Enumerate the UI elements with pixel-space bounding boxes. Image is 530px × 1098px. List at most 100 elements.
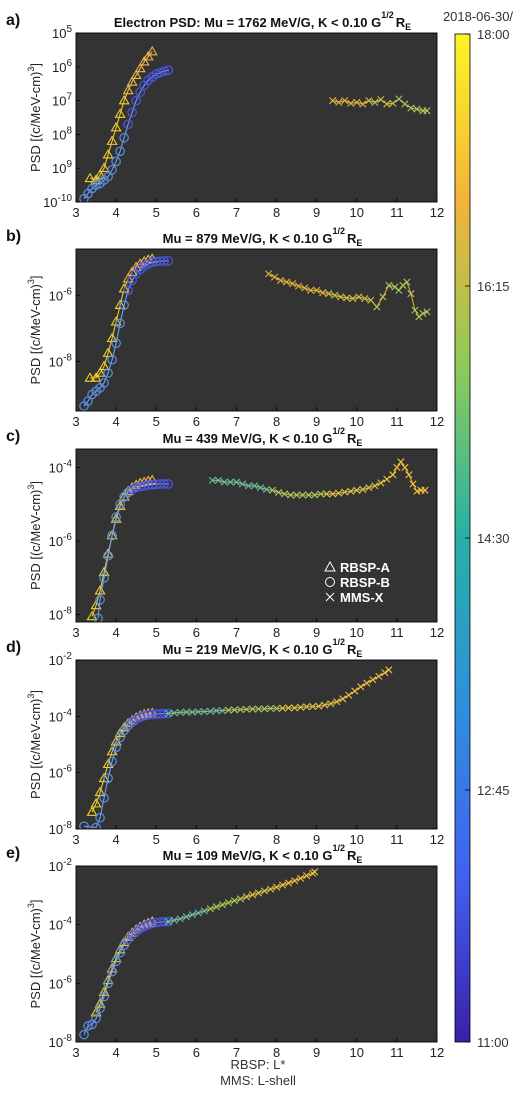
y-tick-base: 10: [52, 26, 66, 41]
x-tick-label: 3: [72, 414, 79, 429]
rbsp-b-point: [163, 479, 174, 489]
mms-x-point: [323, 490, 331, 498]
mms-x-point: [397, 458, 405, 466]
mms-x-point: [212, 707, 220, 715]
y-tick-label: 105: [52, 24, 72, 41]
mms-x-point: [170, 916, 178, 924]
mms-x-point: [224, 706, 233, 714]
mms-x-point: [335, 489, 343, 497]
rbsp-a-point: [84, 172, 96, 183]
plot-area: [76, 449, 437, 622]
mms-x-point: [407, 290, 415, 298]
y-tick-exponent: -2: [63, 651, 72, 662]
mms-x-point: [307, 286, 315, 294]
x-tick-label: 11: [390, 205, 404, 220]
mms-x-point: [317, 490, 325, 498]
colorbar-tick-label: 11:00: [477, 1035, 509, 1050]
rbsp-a-point: [98, 772, 110, 783]
y-tick-base: 10: [49, 653, 63, 668]
y-tick-base: 10: [49, 288, 63, 303]
mms-x-point: [341, 488, 349, 496]
mms-x-point: [250, 482, 259, 490]
mms-x-point: [232, 478, 241, 486]
y-tick-base: 10: [49, 918, 63, 933]
legend-cross-icon: [325, 592, 335, 602]
y-tick-base: 10: [49, 1035, 63, 1050]
mms-x-point: [359, 100, 367, 108]
y-axis-label-sup: 3: [26, 694, 36, 699]
rbsp-a-point: [130, 69, 142, 80]
mms-x-point: [297, 703, 305, 711]
y-axis-label-sup: 3: [26, 67, 36, 72]
mms-x-point: [291, 704, 299, 712]
x-tick-label: 5: [153, 414, 160, 429]
mms-x-point: [329, 97, 337, 105]
rbsp-b-point: [107, 530, 117, 541]
mms-x-point: [377, 95, 385, 104]
mms-x-point: [248, 891, 257, 899]
rbsp-b-point: [123, 285, 133, 296]
y-axis-label: PSD [(c/MeV-cm)3]: [26, 481, 43, 590]
y-tick-exponent: 9: [66, 159, 72, 170]
y-tick-label: 10-6: [49, 974, 73, 991]
mms-x-point: [377, 479, 385, 487]
x-tick-label: 10: [350, 414, 364, 429]
mms-x-point: [291, 877, 299, 885]
mms-x-point: [313, 286, 321, 294]
y-tick-exponent: -6: [63, 532, 72, 543]
mms-x-point: [285, 879, 293, 887]
mms-x-point: [383, 100, 391, 108]
y-tick-base: 10: [52, 127, 66, 142]
colorbar-tick-label: 16:15: [477, 279, 510, 294]
y-tick-label: 10-6: [49, 532, 73, 549]
panel-title-main: Electron PSD: Mu = 1762 MeV/G, K < 0.10 …: [114, 15, 381, 30]
y-tick-base: 10: [49, 859, 63, 874]
mms-x-point: [200, 907, 208, 915]
y-axis-label-end: ]: [28, 690, 43, 694]
panel-title: Mu = 109 MeV/G, K < 0.10 G1/2 RE: [163, 843, 363, 865]
x-tick-label: 9: [313, 832, 320, 847]
data-group: [79, 253, 431, 411]
rbsp-b-point: [163, 65, 174, 75]
y-tick-exponent: -8: [63, 606, 72, 617]
series-line-rbsp-b: [83, 260, 169, 407]
mms-x-point: [349, 295, 357, 303]
y-tick-label: 106: [52, 58, 72, 75]
y-tick-exponent: -4: [63, 707, 72, 718]
panel-letter: e): [6, 845, 20, 862]
panel-title-r: R: [396, 15, 406, 30]
rbsp-b-point: [111, 156, 121, 167]
y-axis-label: PSD [(c/MeV-cm)3]: [26, 63, 43, 172]
rbsp-a-point: [90, 599, 102, 610]
y-tick-exponent: -6: [63, 974, 72, 985]
mms-x-point: [379, 293, 387, 301]
plot-frame: [75, 248, 438, 412]
y-tick-exponent: 5: [66, 24, 72, 35]
mms-x-point: [419, 309, 427, 318]
x-tick-label: 9: [313, 1045, 320, 1060]
mms-x-point: [337, 293, 345, 301]
mms-x-point: [371, 482, 379, 490]
mms-x-point: [280, 490, 289, 498]
rbsp-a-point: [110, 513, 122, 523]
plot-frame: [75, 32, 438, 203]
mms-x-point: [230, 897, 239, 905]
mms-x-point: [423, 308, 431, 316]
mms-x-point: [347, 99, 355, 107]
x-tick-label: 6: [193, 414, 200, 429]
y-tick-label: 107: [52, 92, 72, 109]
mms-x-point: [421, 486, 429, 494]
panel-title-r: R: [347, 431, 357, 446]
rbsp-b-point: [115, 947, 125, 958]
rbsp-b-point: [119, 132, 129, 143]
x-tick-label: 11: [390, 625, 404, 640]
mms-x-point: [407, 104, 415, 112]
panel-title-sub: E: [356, 238, 362, 248]
rbsp-b-point: [159, 66, 170, 76]
y-axis-label-text: PSD [(c/MeV-cm): [28, 908, 43, 1008]
mms-x-point: [276, 276, 285, 284]
rbsp-a-point: [102, 758, 114, 768]
mms-x-point: [385, 281, 393, 289]
legend-label: RBSP-B: [340, 575, 390, 590]
